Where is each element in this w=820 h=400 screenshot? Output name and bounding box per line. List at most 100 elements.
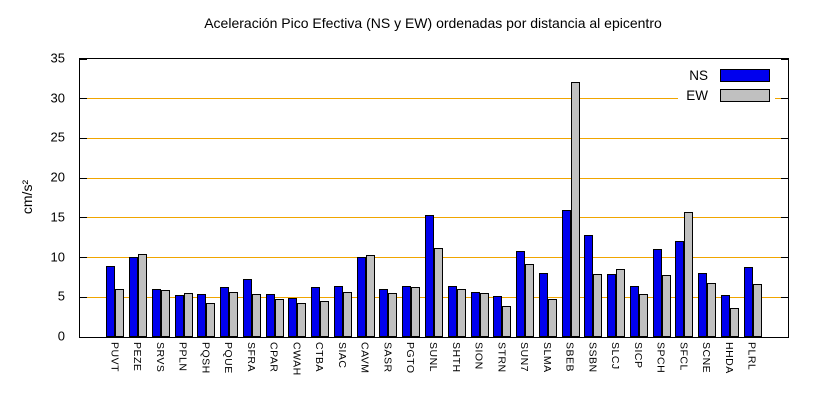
bar-ns-sion <box>470 292 480 337</box>
gridline-y20 <box>80 177 788 179</box>
y-tick-mark <box>781 217 788 219</box>
bar-ew-ctba <box>320 301 330 337</box>
legend-row-ns: NS <box>686 65 770 85</box>
plot-area: NS EW <box>79 58 789 338</box>
gridline-y25 <box>80 137 788 139</box>
x-tick-label-pgto: PGTO <box>404 342 417 374</box>
y-tick-label-0: 0 <box>57 328 65 344</box>
bar-ns-ctba <box>311 287 321 337</box>
bar-ew-pque <box>229 292 239 337</box>
bar-ns-siac <box>333 286 343 337</box>
y-tick-label-5: 5 <box>57 288 65 304</box>
bar-ew-slcj <box>616 269 626 337</box>
y-tick-mark <box>80 296 87 298</box>
bar-ns-pqsh <box>197 294 207 337</box>
y-tick-mark <box>781 296 788 298</box>
x-tick-label-sfcl: SFCL <box>677 342 690 371</box>
y-tick-label-30: 30 <box>50 90 65 106</box>
x-tick-label-strn: STRN <box>495 342 508 373</box>
bar-ew-srvs <box>160 290 170 337</box>
x-tick-label-pqsh: PQSH <box>199 342 212 374</box>
bar-ew-spch <box>661 275 671 337</box>
gridline-y30 <box>80 98 788 100</box>
bar-ns-srvs <box>151 289 161 337</box>
legend-row-ew: EW <box>686 85 770 105</box>
bar-ew-slma <box>547 299 557 337</box>
bar-ew-sion <box>479 293 489 337</box>
x-tick-label-hhda: HHDA <box>722 342 735 374</box>
x-tick-label-sbeb: SBEB <box>563 342 576 373</box>
y-tick-mark <box>781 137 788 139</box>
y-tick-mark <box>80 137 87 139</box>
x-tick-label-srvs: SRVS <box>153 342 166 373</box>
bar-ns-scne <box>698 273 708 337</box>
bar-ew-shth <box>456 289 466 337</box>
y-tick-mark <box>80 177 87 179</box>
y-tick-mark <box>80 336 87 338</box>
legend-swatch-ew <box>720 88 770 102</box>
x-tick-label-cavm: CAVM <box>358 342 371 374</box>
x-tick-label-scne: SCNE <box>700 342 713 374</box>
x-tick-label-plrl: PLRL <box>745 342 758 371</box>
x-tick-label-shth: SHTH <box>449 342 462 373</box>
x-tick-label-ppln: PPLN <box>176 342 189 372</box>
bar-ew-ssbn <box>593 274 603 337</box>
bar-ew-pqsh <box>206 303 216 337</box>
y-tick-mark <box>80 58 87 60</box>
bar-ns-pque <box>220 287 230 337</box>
bar-ew-strn <box>502 306 512 337</box>
x-tick-label-sicp: SICP <box>631 342 644 369</box>
bar-ew-peze <box>138 254 148 337</box>
bar-ns-strn <box>493 296 503 337</box>
x-tick-label-siac: SIAC <box>335 342 348 369</box>
x-tick-label-cwah: CWAH <box>290 342 303 376</box>
bar-ew-sfra <box>251 294 261 337</box>
bar-ns-slma <box>538 273 548 337</box>
bar-ew-siac <box>342 292 352 337</box>
y-tick-mark <box>781 58 788 60</box>
legend-label-ns: NS <box>689 67 708 83</box>
bar-ns-pgto <box>402 286 412 337</box>
gridline-y15 <box>80 217 788 219</box>
y-tick-label-25: 25 <box>50 129 65 145</box>
legend-label-ew: EW <box>686 87 708 103</box>
y-tick-mark <box>80 98 87 100</box>
y-axis-tick-labels: 0 5 10 15 20 25 30 35 <box>0 51 72 344</box>
bar-ns-cwah <box>288 298 298 337</box>
x-tick-label-sunl: SUNL <box>427 342 439 373</box>
x-tick-label-ctba: CTBA <box>313 342 326 373</box>
bar-ns-sunl <box>425 215 434 337</box>
x-tick-label-ssbn: SSBN <box>586 342 599 373</box>
bar-ew-sunl <box>434 248 443 337</box>
x-tick-label-cpar: CPAR <box>267 342 280 373</box>
y-tick-label-35: 35 <box>50 50 65 66</box>
x-tick-label-puvt: PUVT <box>108 342 121 373</box>
bar-ew-plrl <box>752 284 762 337</box>
bar-ns-hhda <box>720 295 730 337</box>
y-tick-label-15: 15 <box>50 209 65 225</box>
bar-ew-sfcl <box>684 212 694 337</box>
bar-ew-sicp <box>638 294 648 337</box>
bar-ew-cpar <box>274 299 284 337</box>
bar-ns-slcj <box>607 274 617 337</box>
bar-ns-cpar <box>265 294 275 337</box>
x-tick-label-slma: SLMA <box>540 342 553 373</box>
x-axis-tick-labels: PUVT PEZE SRVS PPLN PQSH PQUE SFRA CPAR CWAH CTBA… <box>79 342 787 398</box>
bar-ew-ppln <box>183 293 193 337</box>
x-tick-label-sfra: SFRA <box>244 342 257 373</box>
x-tick-label-spch: SPCH <box>654 342 667 374</box>
bar-ew-sun7 <box>525 264 535 337</box>
y-tick-mark <box>80 217 87 219</box>
bar-ns-sbeb <box>561 210 571 337</box>
bar-ns-peze <box>129 257 139 337</box>
y-tick-mark <box>80 257 87 259</box>
bar-ew-pgto <box>411 287 421 337</box>
bar-ns-plrl <box>743 267 753 337</box>
y-tick-mark <box>781 98 788 100</box>
bar-ns-puvt <box>106 266 116 337</box>
bar-ew-puvt <box>115 289 125 337</box>
bar-ns-sicp <box>629 286 639 337</box>
x-tick-label-sasr: SASR <box>381 342 394 373</box>
y-tick-mark <box>781 177 788 179</box>
